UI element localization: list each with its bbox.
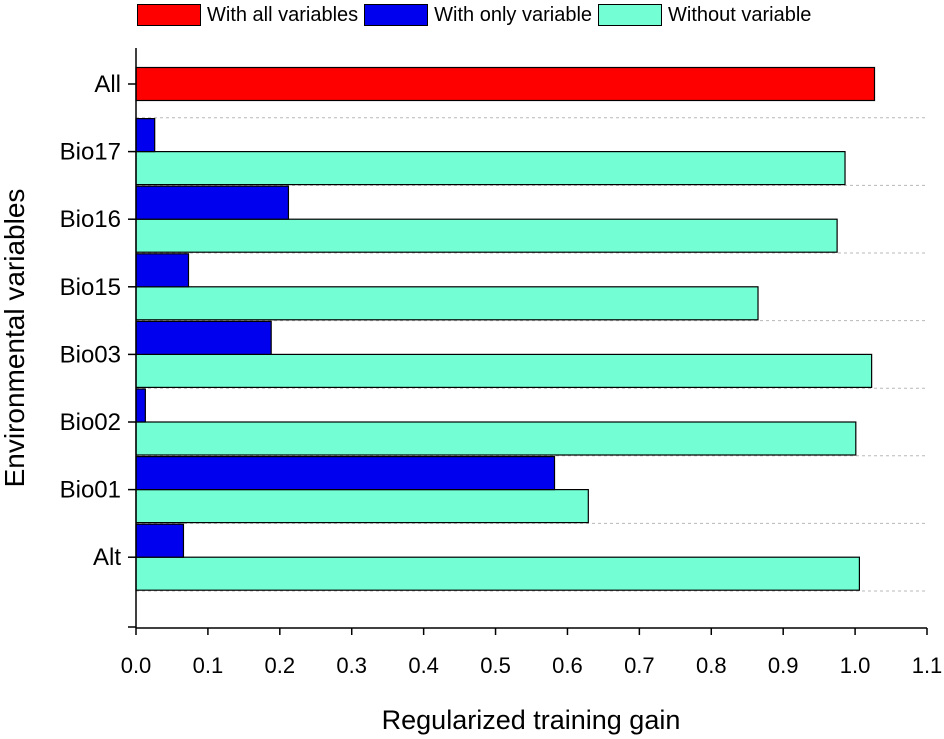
y-tick-label: Bio16 xyxy=(60,206,121,233)
bar-only-variable xyxy=(135,117,156,153)
y-axis-title: Environmental variables xyxy=(0,189,30,488)
bar-only-variable xyxy=(135,523,185,558)
x-tick-label: 0.5 xyxy=(480,653,511,678)
x-tick-label: 0.2 xyxy=(265,653,296,678)
y-tick-label: Alt xyxy=(93,544,121,571)
legend-item-without-variable: Without variable xyxy=(598,4,811,27)
x-tick-label: 0.4 xyxy=(408,653,439,678)
x-tick-label: 1.1 xyxy=(912,653,943,678)
bar-without-variable xyxy=(135,353,873,388)
y-tick-label: Bio03 xyxy=(60,341,121,368)
x-tick-label: 0.9 xyxy=(768,653,799,678)
bar-without-variable xyxy=(135,286,759,321)
y-tick-label: Bio15 xyxy=(60,274,121,301)
legend-swatch-only-variable xyxy=(364,4,429,26)
legend-item-all-variables: With all variables xyxy=(137,4,358,27)
x-tick-label: 0.6 xyxy=(552,653,583,678)
bar-only-variable xyxy=(135,320,272,355)
bar-without-variable xyxy=(135,218,838,253)
x-tick-label: 0.7 xyxy=(624,653,655,678)
legend-swatch-without-variable xyxy=(598,4,663,26)
legend: With all variables With only variable Wi… xyxy=(137,0,817,30)
y-tick-label: All xyxy=(94,71,121,98)
x-tick-label: 1.0 xyxy=(840,653,871,678)
bar-all-variables xyxy=(135,66,876,102)
bar-only-variable xyxy=(135,185,290,220)
x-axis-title: Regularized training gain xyxy=(382,705,681,735)
bar-only-variable xyxy=(135,253,190,288)
x-tick-label: 0.3 xyxy=(336,653,367,678)
legend-label-only-variable: With only variable xyxy=(434,3,593,26)
legend-swatch-all-variables xyxy=(137,4,201,26)
legend-label-without-variable: Without variable xyxy=(668,3,812,26)
x-tick-label: 0.0 xyxy=(121,653,152,678)
y-tick-label: Bio02 xyxy=(60,409,121,436)
bar-only-variable xyxy=(135,388,146,423)
bar-without-variable xyxy=(135,489,589,524)
bar-without-variable xyxy=(135,151,846,186)
bar-without-variable xyxy=(135,556,861,591)
legend-label-all-variables: With all variables xyxy=(207,3,359,26)
x-tick-label: 0.8 xyxy=(696,653,727,678)
legend-item-only-variable: With only variable xyxy=(364,4,592,27)
y-tick-label: Bio17 xyxy=(60,139,121,166)
x-tick-label: 0.1 xyxy=(193,653,224,678)
bar-without-variable xyxy=(135,421,857,456)
y-tick-label: Bio01 xyxy=(60,477,121,504)
bar-only-variable xyxy=(135,456,556,491)
